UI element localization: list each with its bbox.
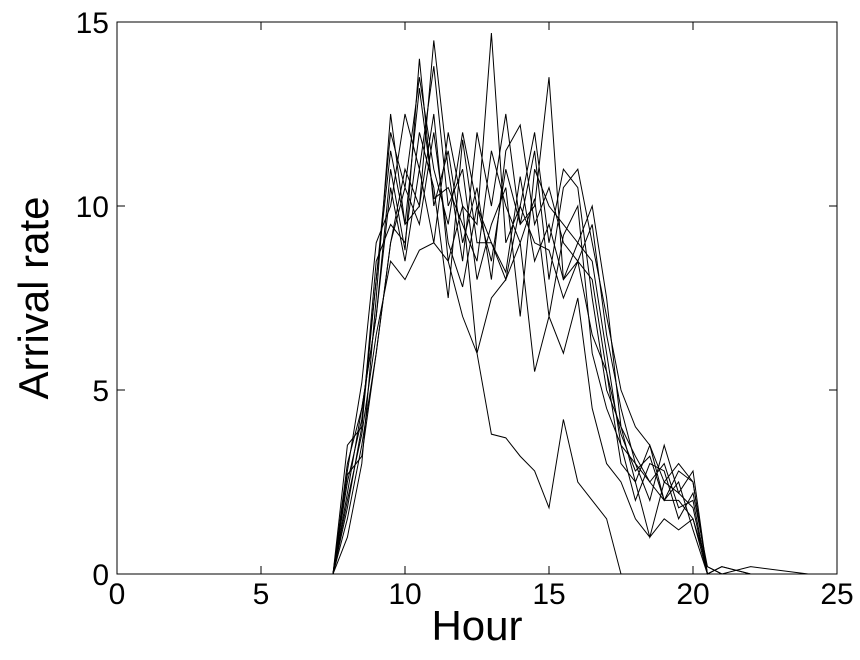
series-line (117, 77, 809, 575)
x-tick-label: 20 (676, 578, 709, 611)
series-line (117, 88, 809, 575)
y-tick-label: 0 (92, 559, 109, 592)
x-tick-label: 0 (109, 578, 126, 611)
series-line (117, 132, 809, 575)
x-tick-label: 5 (253, 578, 270, 611)
y-tick-label: 10 (76, 191, 109, 224)
y-axis-title: Arrival rate (10, 196, 57, 399)
series-line (117, 132, 809, 575)
x-tick-label: 15 (532, 578, 565, 611)
x-tick-label: 25 (820, 578, 853, 611)
y-tick-label: 5 (92, 375, 109, 408)
y-tick-label: 15 (76, 7, 109, 40)
x-tick-label: 10 (388, 578, 421, 611)
plot-frame (116, 21, 838, 575)
series-line (117, 132, 809, 575)
series-line (117, 66, 809, 575)
series-line (117, 40, 809, 575)
x-axis-title: Hour (431, 602, 522, 649)
